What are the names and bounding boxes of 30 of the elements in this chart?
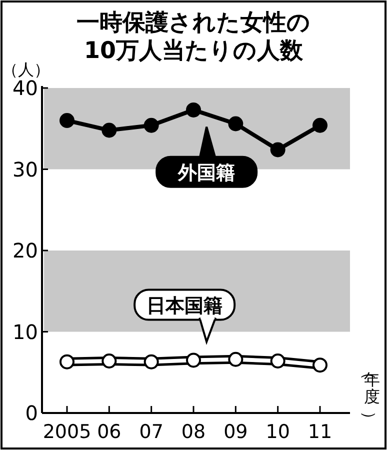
point bbox=[270, 354, 286, 368]
y-tick-label: 30 bbox=[12, 157, 38, 182]
point bbox=[228, 352, 244, 367]
x-tick-label: 2005 bbox=[42, 421, 92, 443]
x-tick-label: 07 bbox=[139, 421, 164, 443]
legend-label: 外国籍 bbox=[177, 162, 236, 184]
y-tick-label: 20 bbox=[12, 238, 38, 262]
point bbox=[186, 102, 201, 118]
y-tick-label: 0 bbox=[25, 401, 38, 425]
x-tick-label: 06 bbox=[97, 421, 122, 443]
point bbox=[60, 354, 74, 370]
y-tick-label: 10 bbox=[12, 320, 38, 344]
x-tick-label: 11 bbox=[308, 421, 332, 443]
x-tick-label: 10 bbox=[266, 421, 290, 443]
point bbox=[228, 116, 244, 132]
point bbox=[186, 352, 201, 368]
point bbox=[270, 142, 286, 158]
chart-title: 一時保護された女性の 10万人当たりの人数 bbox=[76, 10, 310, 64]
point bbox=[144, 354, 159, 370]
point bbox=[102, 354, 117, 368]
x-tick-label: 09 bbox=[224, 421, 248, 443]
x-tick-label: 08 bbox=[181, 421, 206, 443]
point bbox=[312, 358, 328, 373]
y-axis-title: （人） bbox=[2, 60, 50, 79]
point bbox=[60, 113, 74, 128]
point bbox=[312, 118, 328, 133]
point bbox=[102, 122, 117, 138]
y-tick-label: 40 bbox=[12, 76, 38, 100]
text: 日本国籍 bbox=[146, 294, 223, 317]
point bbox=[144, 118, 159, 133]
